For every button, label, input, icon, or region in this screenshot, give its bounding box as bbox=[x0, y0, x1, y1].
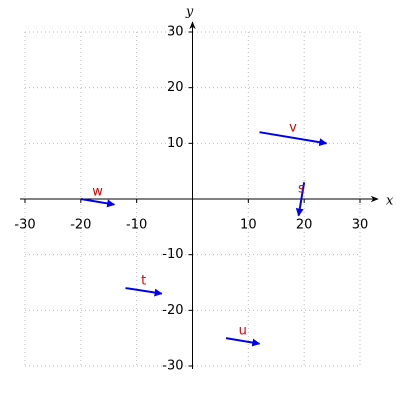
x-tick-label: -30 bbox=[14, 218, 35, 233]
vector bbox=[295, 182, 306, 217]
vector-label: s bbox=[298, 182, 305, 197]
vector bbox=[125, 287, 163, 297]
vector-label: v bbox=[289, 120, 297, 135]
y-tick-label: -30 bbox=[162, 359, 183, 374]
y-tick-label: -20 bbox=[162, 303, 183, 318]
x-tick-label: 30 bbox=[352, 218, 369, 233]
x-tick-label: -20 bbox=[70, 218, 91, 233]
y-axis-label: y bbox=[185, 5, 194, 20]
y-tick-label: 10 bbox=[167, 136, 184, 151]
y-tick-label: -10 bbox=[162, 247, 183, 262]
y-tick-label: 20 bbox=[167, 80, 184, 95]
vector-label: u bbox=[239, 323, 247, 338]
vector bbox=[80, 198, 116, 208]
x-axis-label: x bbox=[386, 194, 394, 209]
x-tick-label: -10 bbox=[126, 218, 147, 233]
x-tick-label: 20 bbox=[296, 218, 313, 233]
vector bbox=[225, 337, 261, 347]
vector-label: w bbox=[92, 184, 103, 199]
x-tick-label: 10 bbox=[240, 218, 257, 233]
y-tick-label: 30 bbox=[167, 25, 184, 40]
vector-label: t bbox=[141, 273, 146, 288]
vector bbox=[259, 131, 328, 147]
